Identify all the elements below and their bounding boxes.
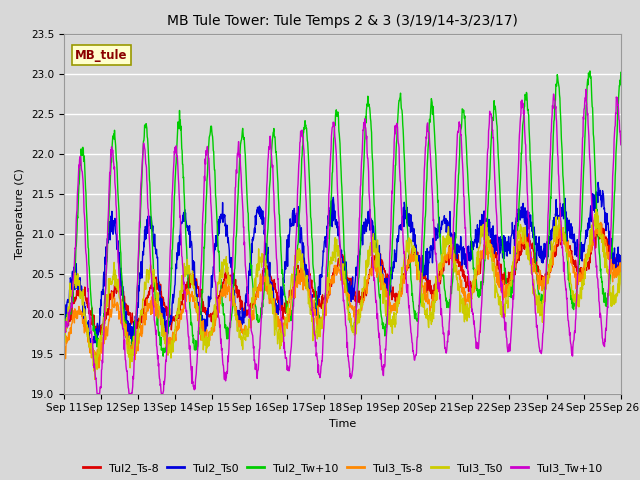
Tul2_Ts0: [88, 346, 95, 352]
Tul3_Ts-8: [126, 350, 134, 356]
Legend: Tul2_Ts-8, Tul2_Ts0, Tul2_Tw+10, Tul3_Ts-8, Tul3_Ts0, Tul3_Tw+10: Tul2_Ts-8, Tul2_Ts0, Tul2_Tw+10, Tul3_Ts…: [79, 458, 606, 478]
Tul2_Tw+10: [318, 318, 326, 324]
X-axis label: Time: Time: [329, 419, 356, 429]
Tul3_Ts-8: [597, 219, 605, 225]
Line: Tul3_Tw+10: Tul3_Tw+10: [64, 89, 621, 394]
Tul3_Tw+10: [617, 142, 625, 147]
Tul3_Tw+10: [93, 391, 101, 396]
Tul2_Ts-8: [297, 268, 305, 274]
Tul3_Ts0: [104, 301, 111, 307]
Tul3_Ts-8: [318, 323, 326, 328]
Tul3_Tw+10: [104, 236, 111, 241]
Tul2_Ts-8: [598, 221, 605, 227]
Tul3_Ts0: [617, 271, 625, 277]
Text: MB_tule: MB_tule: [75, 49, 127, 62]
Line: Tul3_Ts0: Tul3_Ts0: [64, 209, 621, 379]
Tul2_Ts0: [126, 320, 134, 326]
Tul3_Ts-8: [60, 355, 68, 360]
Tul2_Ts-8: [378, 264, 385, 270]
Line: Tul2_Ts-8: Tul2_Ts-8: [64, 224, 621, 337]
Tul3_Tw+10: [582, 86, 589, 92]
Tul2_Tw+10: [617, 70, 625, 75]
Tul2_Ts-8: [318, 301, 326, 307]
Tul3_Tw+10: [318, 358, 326, 364]
Tul3_Ts0: [318, 315, 326, 321]
Tul2_Tw+10: [126, 347, 134, 353]
Title: MB Tule Tower: Tule Temps 2 & 3 (3/19/14-3/23/17): MB Tule Tower: Tule Temps 2 & 3 (3/19/14…: [167, 14, 518, 28]
Tul2_Tw+10: [60, 325, 68, 331]
Tul3_Ts0: [297, 251, 305, 257]
Tul3_Ts-8: [95, 365, 103, 371]
Tul2_Ts0: [104, 236, 111, 241]
Tul3_Ts0: [592, 206, 600, 212]
Tul3_Tw+10: [378, 354, 385, 360]
Tul3_Tw+10: [60, 328, 68, 334]
Tul3_Ts0: [378, 273, 385, 278]
Tul2_Tw+10: [103, 258, 111, 264]
Tul2_Tw+10: [586, 68, 594, 74]
Tul3_Ts-8: [378, 264, 385, 269]
Line: Tul2_Tw+10: Tul2_Tw+10: [64, 71, 621, 356]
Tul3_Ts0: [91, 376, 99, 382]
Tul3_Ts-8: [104, 333, 111, 339]
Tul2_Ts0: [378, 274, 385, 279]
Tul2_Tw+10: [297, 185, 305, 191]
Tul3_Ts-8: [308, 312, 316, 318]
Y-axis label: Temperature (C): Temperature (C): [15, 168, 26, 259]
Tul2_Ts-8: [308, 284, 316, 290]
Tul3_Ts0: [60, 347, 68, 352]
Line: Tul3_Ts-8: Tul3_Ts-8: [64, 222, 621, 368]
Tul3_Ts0: [126, 365, 134, 371]
Tul2_Ts0: [60, 316, 68, 322]
Tul3_Tw+10: [126, 391, 134, 396]
Tul2_Tw+10: [159, 353, 167, 359]
Tul2_Ts-8: [60, 324, 68, 330]
Tul3_Ts-8: [617, 268, 625, 274]
Tul2_Ts0: [318, 264, 326, 270]
Tul2_Ts0: [617, 254, 625, 260]
Tul2_Ts-8: [126, 310, 134, 315]
Tul2_Ts0: [595, 180, 602, 185]
Tul3_Tw+10: [308, 306, 316, 312]
Tul2_Ts-8: [104, 308, 111, 313]
Tul2_Ts0: [297, 227, 305, 233]
Tul3_Tw+10: [297, 128, 305, 134]
Tul2_Tw+10: [308, 236, 316, 242]
Tul3_Ts-8: [297, 272, 305, 277]
Tul2_Ts-8: [61, 335, 68, 340]
Line: Tul2_Ts0: Tul2_Ts0: [64, 182, 621, 349]
Tul2_Tw+10: [378, 313, 385, 319]
Tul2_Ts-8: [617, 267, 625, 273]
Tul3_Ts0: [308, 319, 316, 324]
Tul2_Ts0: [308, 292, 316, 298]
